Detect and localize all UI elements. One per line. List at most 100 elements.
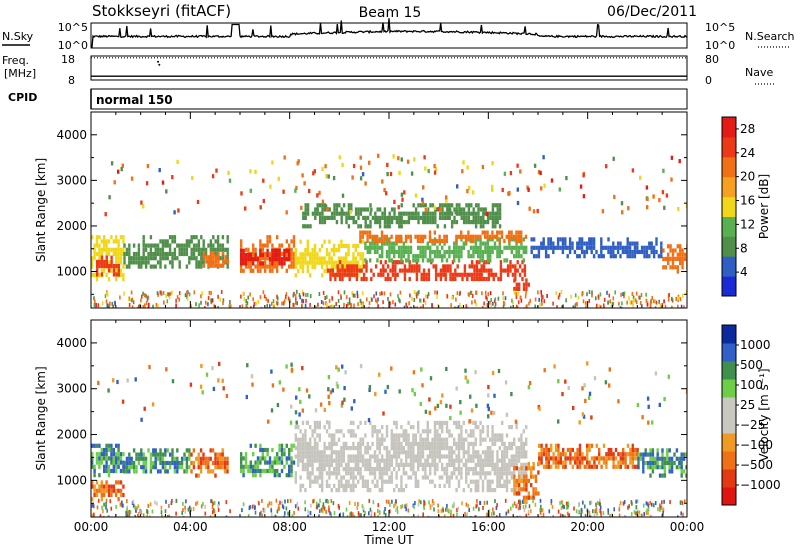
scatter-cell xyxy=(429,467,432,472)
scatter-cell xyxy=(215,168,218,173)
scatter-cell xyxy=(126,514,129,517)
scatter-cell xyxy=(349,475,353,480)
scatter-cell xyxy=(225,515,228,517)
scatter-cell xyxy=(417,211,420,216)
scatter-cell xyxy=(412,462,415,467)
scatter-cell xyxy=(378,511,381,516)
scatter-cell xyxy=(384,268,387,273)
scatter-cell xyxy=(371,433,374,438)
scatter-cell xyxy=(412,425,415,430)
scatter-cell xyxy=(122,235,125,240)
scatter-cell xyxy=(164,448,167,453)
scatter-cell xyxy=(544,254,548,259)
scatter-cell xyxy=(376,220,379,225)
scatter-cell xyxy=(311,211,315,216)
scatter-cell xyxy=(508,479,511,484)
scatter-cell xyxy=(311,454,314,459)
scatter-cell xyxy=(545,447,548,453)
scatter-cell xyxy=(467,211,471,216)
scatter-cell xyxy=(283,248,286,253)
scatter-cell xyxy=(381,433,384,438)
scatter-cell xyxy=(581,452,584,457)
colorbar-tick-label: 12 xyxy=(740,217,755,231)
scatter-cell xyxy=(371,467,374,472)
scatter-cell xyxy=(313,248,317,253)
scatter-cell xyxy=(429,446,432,451)
scatter-cell xyxy=(472,249,475,255)
scatter-cell xyxy=(161,180,165,185)
scatter-cell xyxy=(222,251,225,256)
scatter-cell xyxy=(409,245,413,250)
scatter-cell xyxy=(115,452,118,457)
scatter-cell xyxy=(388,479,391,484)
scatter-cell xyxy=(568,237,572,242)
scatter-cell xyxy=(207,469,210,474)
scatter-cell xyxy=(359,207,363,212)
scatter-cell xyxy=(489,211,492,216)
scatter-cell xyxy=(455,249,458,255)
scatter-cell xyxy=(107,484,111,489)
scatter-cell xyxy=(357,264,360,269)
scatter-cell xyxy=(517,300,520,305)
scatter-cell xyxy=(545,464,548,469)
scatter-cell xyxy=(455,245,458,250)
scatter-cell xyxy=(359,458,362,463)
scatter-cell xyxy=(458,203,461,208)
scatter-cell xyxy=(350,511,352,516)
scatter-cell xyxy=(347,483,350,488)
scatter-cell xyxy=(449,264,452,269)
scatter-cell xyxy=(634,511,637,516)
scatter-cell xyxy=(467,446,470,451)
scatter-cell xyxy=(406,159,410,164)
scatter-cell xyxy=(122,247,125,252)
scatter-cell xyxy=(252,464,255,469)
scatter-cell xyxy=(658,198,661,203)
scatter-cell xyxy=(183,251,186,257)
scatter-cell xyxy=(359,446,362,451)
scatter-cell xyxy=(306,264,309,269)
scatter-cell xyxy=(296,161,299,166)
scatter-cell xyxy=(416,306,419,308)
scatter-cell xyxy=(140,256,143,261)
scatter-cell xyxy=(361,239,365,244)
scatter-cell xyxy=(176,159,179,164)
y-tick-label: 1000 xyxy=(56,473,87,487)
scatter-cell xyxy=(354,260,357,265)
scatter-cell xyxy=(294,504,297,509)
scatter-cell xyxy=(201,291,203,296)
scatter-cell xyxy=(453,254,456,259)
scatter-cell xyxy=(475,403,478,408)
scatter-cell xyxy=(436,403,440,408)
scatter-cell xyxy=(421,467,425,472)
scatter-cell xyxy=(91,272,94,278)
scatter-cell xyxy=(506,264,510,269)
scatter-cell xyxy=(475,302,477,307)
cpid-label: CPID xyxy=(8,91,37,104)
scatter-cell xyxy=(414,441,417,446)
scatter-cell xyxy=(510,454,513,459)
scatter-cell xyxy=(108,195,111,200)
scatter-cell xyxy=(140,417,143,422)
scatter-cell xyxy=(634,447,637,453)
scatter-cell xyxy=(501,462,504,467)
scatter-cell xyxy=(98,256,101,261)
scatter-cell xyxy=(330,450,333,455)
scatter-cell xyxy=(244,261,248,266)
scatter-cell xyxy=(657,507,659,512)
scatter-cell xyxy=(168,292,171,297)
scatter-cell xyxy=(460,207,463,212)
scatter-cell xyxy=(159,290,162,295)
scatter-cell xyxy=(306,248,309,253)
scatter-cell xyxy=(614,447,618,453)
scatter-cell xyxy=(195,243,198,248)
scatter-cell xyxy=(173,251,177,257)
scatter-cell xyxy=(477,211,480,216)
scatter-cell xyxy=(510,441,513,446)
scatter-cell xyxy=(472,190,475,195)
scatter-cell xyxy=(538,456,541,461)
scatter-cell xyxy=(661,452,664,457)
scatter-cell xyxy=(323,260,326,265)
scatter-cell xyxy=(515,245,518,250)
scatter-cell xyxy=(608,367,611,372)
scatter-cell xyxy=(550,447,553,453)
